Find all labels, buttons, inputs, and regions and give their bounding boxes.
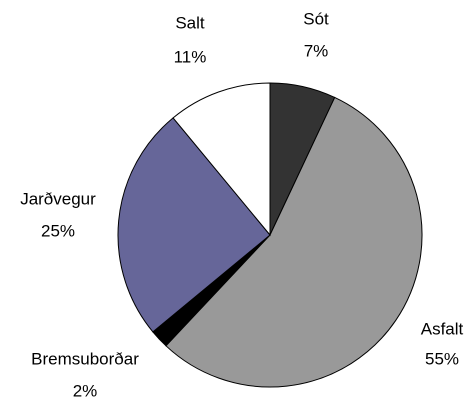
slice-label: Salt — [175, 13, 205, 32]
slice-label: Jarðvegur — [20, 189, 96, 208]
pie-slice — [172, 82, 271, 237]
slice-value-label: 7% — [304, 41, 329, 60]
slice-value-label: 55% — [425, 349, 459, 368]
slice-value-label: 11% — [174, 47, 207, 66]
pie-slice — [165, 96, 423, 388]
pie-slice — [117, 117, 271, 333]
slice-value-label: 2% — [73, 381, 98, 400]
slice-label: Sót — [303, 9, 329, 28]
slice-label: Asfalt — [421, 319, 464, 338]
slice-label: Bremsuborðar — [31, 349, 139, 368]
slice-value-label: 25% — [41, 221, 75, 240]
